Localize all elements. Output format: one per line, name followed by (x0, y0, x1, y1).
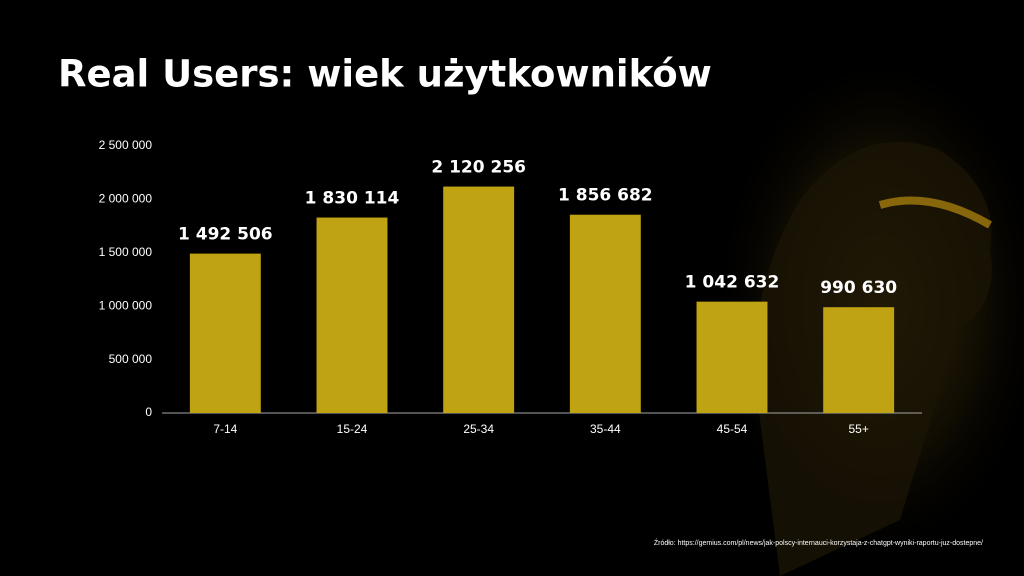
bar (443, 186, 515, 413)
decorative-visor (878, 196, 993, 229)
bar (189, 253, 261, 413)
y-tick-label: 2 500 000 (99, 138, 153, 152)
bar (823, 307, 895, 413)
value-label: 1 492 506 (178, 225, 273, 245)
value-label: 1 830 114 (305, 189, 400, 209)
y-tick-label: 2 000 000 (99, 192, 153, 206)
chart-title: Real Users: wiek użytkowników (58, 53, 712, 96)
value-label: 1 856 682 (558, 186, 653, 206)
x-tick-label: 7-14 (213, 422, 237, 436)
y-tick-label: 1 500 000 (99, 245, 153, 259)
x-tick-label: 15-24 (337, 422, 368, 436)
value-label: 990 630 (820, 278, 897, 298)
x-tick-label: 55+ (848, 422, 868, 436)
value-label: 1 042 632 (685, 273, 780, 293)
x-tick-label: 45-54 (717, 422, 748, 436)
value-label: 2 120 256 (431, 158, 526, 178)
y-tick-label: 500 000 (109, 352, 153, 366)
bar (569, 214, 641, 413)
bar (316, 217, 388, 413)
bar (696, 301, 768, 413)
x-tick-label: 35-44 (590, 422, 621, 436)
x-tick-label: 25-34 (463, 422, 494, 436)
source-note: Źródło: https://gemius.com/pl/news/jak-p… (654, 538, 983, 547)
y-tick-label: 1 000 000 (99, 298, 153, 312)
y-tick-label: 0 (145, 405, 152, 419)
